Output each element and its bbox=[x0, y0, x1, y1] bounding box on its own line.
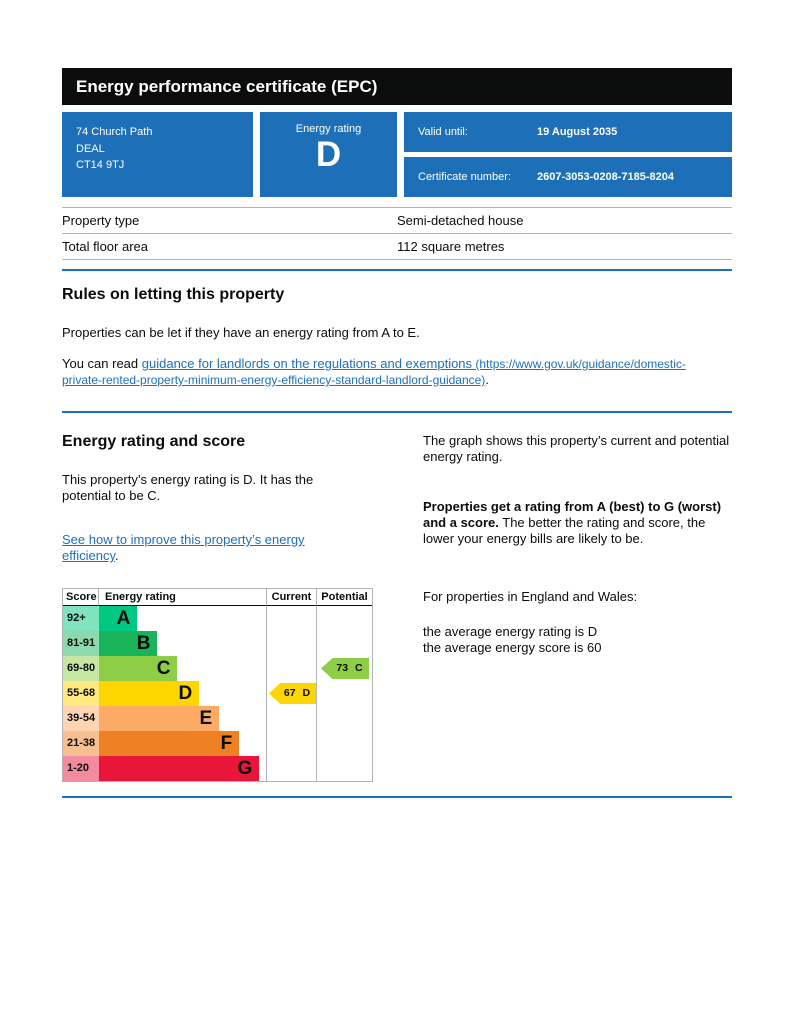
address-line: DEAL bbox=[76, 142, 105, 155]
band-score-cell: 39-54 bbox=[63, 706, 99, 731]
address-line: 74 Church Path bbox=[76, 126, 153, 138]
band-bar-b: B bbox=[99, 631, 158, 656]
summary-boxes: 74 Church Path DEAL CT14 9TJ Energy rating… bbox=[62, 112, 732, 197]
rating-left-column: Energy rating and score This property’s … bbox=[62, 433, 394, 782]
improve-efficiency-link[interactable]: See how to improve this property’s energ… bbox=[62, 532, 305, 563]
certificate-number-box: Certificate number: 2607-3053-0208-7185-… bbox=[404, 157, 732, 197]
rating-right-column: The graph shows this property’s current … bbox=[423, 433, 732, 782]
chart-header-current: Current bbox=[266, 589, 316, 606]
current-rating-column: 67 D bbox=[266, 606, 316, 781]
band-bar-a: A bbox=[99, 606, 138, 631]
rules-paragraph-2-prefix: You can read bbox=[62, 356, 142, 371]
table-row-value: 112 square metres bbox=[397, 239, 505, 254]
table-row-label: Total floor area bbox=[62, 239, 148, 254]
band-bar-c: C bbox=[99, 656, 178, 681]
landlord-guidance-link-text: guidance for landlords on the regulation… bbox=[141, 356, 473, 371]
address-line: CT14 9TJ bbox=[76, 159, 125, 171]
epc-rating-chart: Score Energy rating Current Potential 67… bbox=[62, 588, 373, 782]
energy-rating-value: D bbox=[315, 135, 342, 174]
chart-header-score: Score bbox=[63, 589, 99, 606]
valid-until-label: Valid until: bbox=[418, 126, 468, 138]
band-score-cell: 92+ bbox=[63, 606, 99, 631]
band-bar-d: D bbox=[99, 681, 200, 706]
band-bar-cell: C bbox=[99, 656, 266, 681]
rules-section-heading: Rules on letting this property bbox=[62, 286, 285, 303]
average-rating-line: the average energy rating is D bbox=[423, 624, 598, 639]
rating-explainer-text: Properties get a rating from A (best) to… bbox=[423, 499, 732, 547]
potential-rating-column: 73 C bbox=[316, 606, 372, 781]
chart-header-energy-rating: Energy rating bbox=[99, 589, 266, 606]
improve-link-paragraph: See how to improve this property’s energ… bbox=[62, 532, 342, 564]
epc-chart-grid: Score Energy rating Current Potential 67… bbox=[63, 589, 372, 781]
band-bar-cell: D bbox=[99, 681, 266, 706]
section-divider bbox=[62, 796, 732, 798]
validity-column: Valid until: 19 August 2035 Certificate … bbox=[404, 112, 732, 197]
property-details-table: Property type Semi-detached house Total fl… bbox=[62, 207, 732, 260]
band-bar-cell: F bbox=[99, 731, 266, 756]
graph-description-text: The graph shows this property’s current … bbox=[423, 433, 730, 464]
rating-section-heading: Energy rating and score bbox=[62, 433, 246, 450]
rating-explainer-bold: Properties get a rating from A (best) to… bbox=[423, 499, 722, 530]
england-wales-text: For properties in England and Wales: bbox=[423, 589, 638, 604]
band-score-cell: 69-80 bbox=[63, 656, 99, 681]
band-bar-cell: B bbox=[99, 631, 266, 656]
band-bar-f: F bbox=[99, 731, 240, 756]
valid-until-value: 19 August 2035 bbox=[537, 126, 618, 138]
energy-rating-section: Energy rating and score This property’s … bbox=[62, 433, 732, 782]
average-score-line: the average energy score is 60 bbox=[423, 640, 602, 655]
band-score-cell: 81-91 bbox=[63, 631, 99, 656]
band-score-cell: 1-20 bbox=[63, 756, 99, 781]
band-bar-cell: E bbox=[99, 706, 266, 731]
rating-explainer-rest: The better the rating and score, the low… bbox=[423, 515, 706, 546]
chart-header-potential: Potential bbox=[316, 589, 372, 606]
band-score-cell: 55-68 bbox=[63, 681, 99, 706]
band-bar-cell: A bbox=[99, 606, 266, 631]
band-bar-cell: G bbox=[99, 756, 266, 781]
page-title: Energy performance certificate (EPC) bbox=[76, 77, 378, 96]
certificate-number-label: Certificate number: bbox=[418, 171, 511, 183]
landlord-guidance-link[interactable]: guidance for landlords on the regulation… bbox=[62, 356, 686, 387]
property-address-box: 74 Church Path DEAL CT14 9TJ bbox=[62, 112, 253, 197]
band-bar-g: G bbox=[99, 756, 260, 781]
rules-paragraph-2: You can read guidance for landlords on t… bbox=[62, 356, 718, 388]
landlord-guidance-link-url: (https://www.gov.uk/guidance/domestic-pr… bbox=[62, 357, 686, 387]
improve-link-suffix: . bbox=[115, 548, 119, 563]
current-rating-arrow: 67 D bbox=[269, 683, 316, 704]
valid-until-box: Valid until: 19 August 2035 bbox=[404, 112, 732, 152]
table-row: Total floor area 112 square metres bbox=[62, 234, 732, 260]
certificate-number-value: 2607-3053-0208-7185-8204 bbox=[537, 171, 675, 183]
rules-paragraph-1: Properties can be let if they have an en… bbox=[62, 325, 420, 340]
section-divider bbox=[62, 269, 732, 271]
certificate-title-bar: Energy performance certificate (EPC) bbox=[62, 68, 732, 105]
table-row-label: Property type bbox=[62, 213, 140, 228]
band-score-cell: 21-38 bbox=[63, 731, 99, 756]
potential-rating-arrow: 73 C bbox=[321, 658, 369, 679]
energy-rating-box: Energy rating D bbox=[260, 112, 397, 197]
rules-paragraph-2-suffix: . bbox=[485, 372, 489, 387]
rating-summary-text: This property’s energy rating is D. It h… bbox=[62, 472, 314, 503]
section-divider bbox=[62, 411, 732, 413]
table-row: Property type Semi-detached house bbox=[62, 208, 732, 234]
band-bar-e: E bbox=[99, 706, 220, 731]
energy-rating-label: Energy rating bbox=[295, 123, 362, 135]
table-row-value: Semi-detached house bbox=[397, 213, 524, 228]
